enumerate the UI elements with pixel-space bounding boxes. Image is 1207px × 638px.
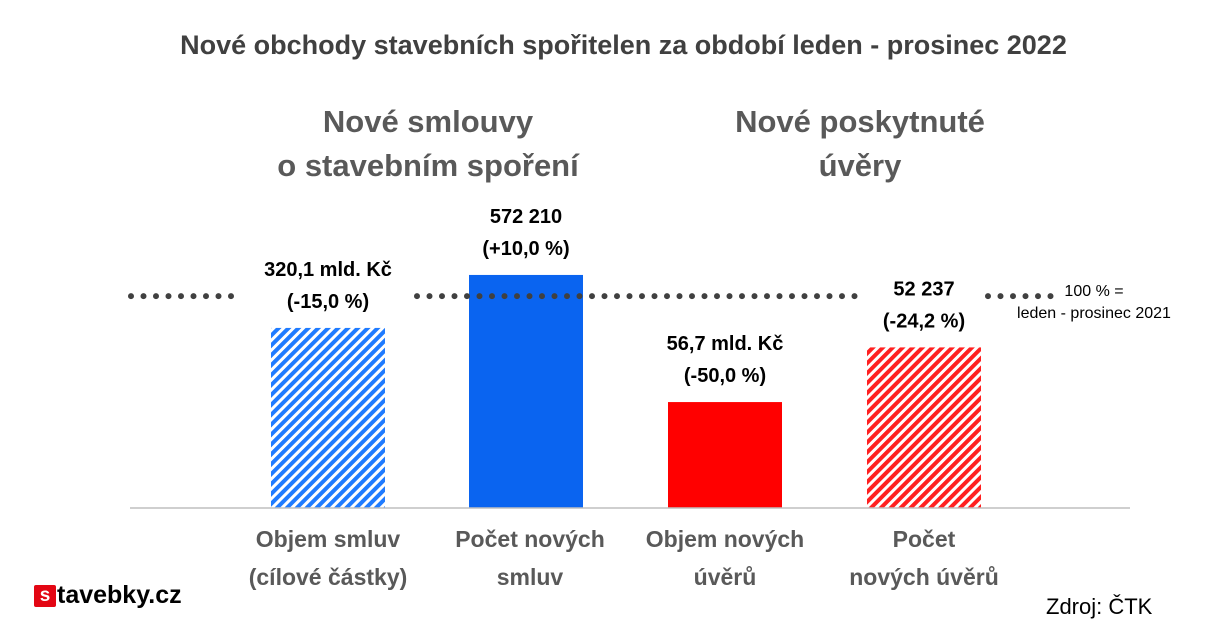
brand-logo-text: tavebky.cz (57, 581, 182, 609)
group-label-contracts: Nové smlouvy o stavebním spoření (238, 100, 618, 188)
category-label: Objem nových (646, 526, 804, 552)
data-label: 52 237 (893, 278, 954, 300)
data-label: (-15,0 %) (287, 291, 369, 313)
brand-logo-s: s (34, 584, 56, 607)
data-label: 572 210 (490, 206, 562, 228)
reference-line-label: leden - prosinec 2021 (1017, 305, 1171, 322)
category-label: nových úvěrů (849, 564, 999, 590)
group-label-loans: Nové poskytnuté úvěry (680, 100, 1040, 188)
category-label: Objem smluv (256, 526, 401, 552)
category-label: (cílové částky) (249, 564, 408, 590)
group-label-line: Nové smlouvy (322, 104, 534, 139)
source-note: Zdroj: ČTK (1046, 594, 1153, 619)
reference-line-label: 100 % = (1064, 283, 1123, 300)
brand-logo: s tavebky.cz (34, 581, 182, 610)
data-label: (+10,0 %) (482, 238, 569, 260)
category-label: úvěrů (694, 564, 757, 590)
bar-2 (469, 274, 583, 508)
data-label: 56,7 mld. Kč (667, 333, 784, 355)
data-label: 320,1 mld. Kč (264, 259, 392, 281)
data-label: (-50,0 %) (684, 365, 766, 387)
category-label: Počet (893, 526, 956, 552)
chart-title: Nové obchody stavebních spořitelen za ob… (180, 30, 1067, 60)
bar-3 (668, 402, 782, 508)
category-label: Počet nových (455, 526, 605, 552)
group-label-line: Nové poskytnuté (735, 104, 985, 139)
group-label-line: o stavebním spoření (277, 148, 579, 183)
group-label-line: úvěry (818, 148, 902, 183)
data-label: (-24,2 %) (883, 310, 965, 332)
category-label: smluv (497, 564, 564, 590)
bar-4 (867, 347, 981, 508)
bar-1 (271, 327, 385, 508)
